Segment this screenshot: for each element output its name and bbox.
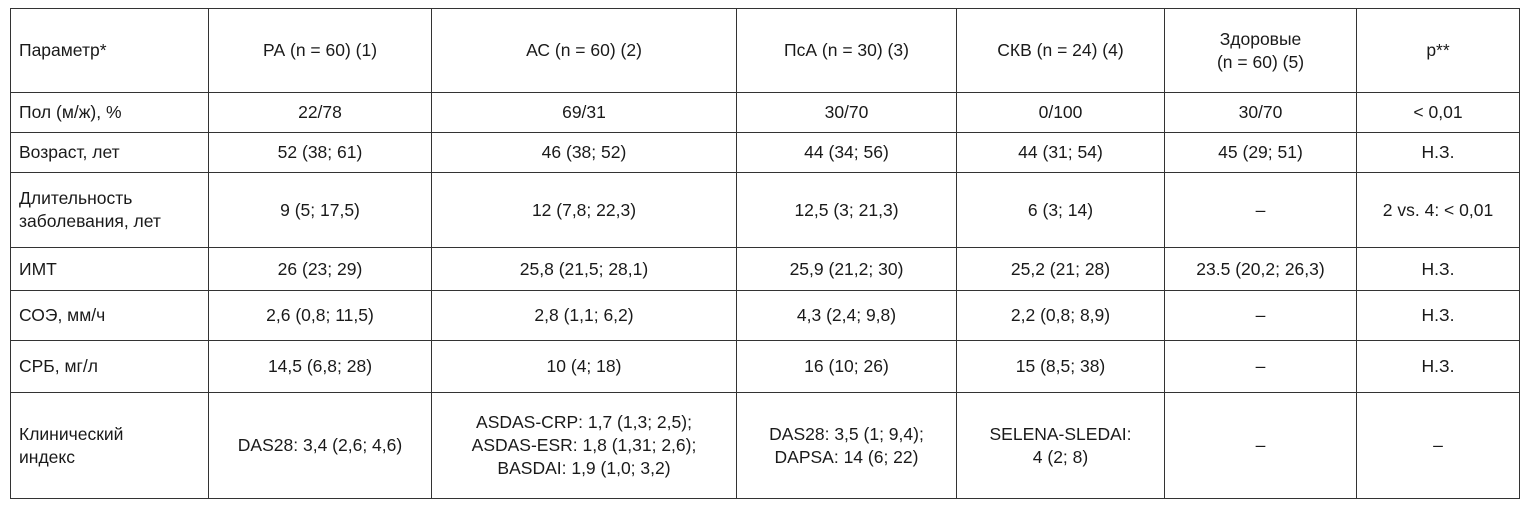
cell: 2,8 (1,1; 6,2) [431,290,737,341]
cell: Длительность заболевания, лет [10,172,209,248]
cell: Н.З. [1356,132,1520,173]
header-cell: СКВ (n = 24) (4) [956,8,1165,93]
cell: – [1164,340,1357,393]
cell: 26 (23; 29) [208,247,432,291]
cell: 2,6 (0,8; 11,5) [208,290,432,341]
cell: Н.З. [1356,340,1520,393]
cell: 2,2 (0,8; 8,9) [956,290,1165,341]
header-cell: Параметр* [10,8,209,93]
body-row: Длительность заболевания, лет 9 (5; 17,5)… [10,172,1520,248]
body-row: СОЭ, мм/ч 2,6 (0,8; 11,5) 2,8 (1,1; 6,2) 4,… [10,290,1520,341]
cell: Пол (м/ж), % [10,92,209,133]
cell: СРБ, мг/л [10,340,209,393]
body-row: СРБ, мг/л 14,5 (6,8; 28) 10 (4; 18) 16 (10;… [10,340,1520,393]
header-cell: РА (n = 60) (1) [208,8,432,93]
cell: ASDAS-CRP: 1,7 (1,3; 2,5); ASDAS-ESR: 1,… [431,392,737,499]
cell: 52 (38; 61) [208,132,432,173]
cell: 25,9 (21,2; 30) [736,247,957,291]
cell: 2 vs. 4: < 0,01 [1356,172,1520,248]
cell: 10 (4; 18) [431,340,737,393]
body-row: Возраст, лет 52 (38; 61) 46 (38; 52) 44 (34… [10,132,1520,173]
cell: 12,5 (3; 21,3) [736,172,957,248]
cell: DAS28: 3,4 (2,6; 4,6) [208,392,432,499]
cell: SELENA-SLEDAI: 4 (2; 8) [956,392,1165,499]
cell: 0/100 [956,92,1165,133]
cell: 44 (34; 56) [736,132,957,173]
cell: 6 (3; 14) [956,172,1165,248]
cell: ИМТ [10,247,209,291]
cell: – [1164,172,1357,248]
cell: 30/70 [736,92,957,133]
header-cell: ПсА (n = 30) (3) [736,8,957,93]
cell: 4,3 (2,4; 9,8) [736,290,957,341]
body-row: ИМТ 26 (23; 29) 25,8 (21,5; 28,1) 25,9 (21,… [10,247,1520,291]
cell: Н.З. [1356,290,1520,341]
cell: – [1164,290,1357,341]
cell: 25,8 (21,5; 28,1) [431,247,737,291]
cell: 30/70 [1164,92,1357,133]
header-row: Параметр* РА (n = 60) (1) АС (n = 60) (2) П… [10,8,1520,93]
cell: 69/31 [431,92,737,133]
cell: 23.5 (20,2; 26,3) [1164,247,1357,291]
header-cell: Здоровые (n = 60) (5) [1164,8,1357,93]
cell: 44 (31; 54) [956,132,1165,173]
cell: – [1356,392,1520,499]
cell: DAS28: 3,5 (1; 9,4); DAPSA: 14 (6; 22) [736,392,957,499]
cell: Возраст, лет [10,132,209,173]
cell: Клинический индекс [10,392,209,499]
cell: 14,5 (6,8; 28) [208,340,432,393]
cell: СОЭ, мм/ч [10,290,209,341]
cell: 45 (29; 51) [1164,132,1357,173]
cell: 15 (8,5; 38) [956,340,1165,393]
header-cell: АС (n = 60) (2) [431,8,737,93]
header-cell: p** [1356,8,1520,93]
cell: 16 (10; 26) [736,340,957,393]
body-row: Пол (м/ж), % 22/78 69/31 30/70 0/100 30/70 < 0… [10,92,1520,133]
body-row: Клинический индекс DAS28: 3,4 (2,6; 4,6) A… [10,392,1520,499]
cell: Н.З. [1356,247,1520,291]
data-table: Параметр* РА (n = 60) (1) АС (n = 60) (2) П… [10,8,1520,499]
cell: 9 (5; 17,5) [208,172,432,248]
cell: 46 (38; 52) [431,132,737,173]
cell: < 0,01 [1356,92,1520,133]
cell: 12 (7,8; 22,3) [431,172,737,248]
cell: 22/78 [208,92,432,133]
cell: – [1164,392,1357,499]
cell: 25,2 (21; 28) [956,247,1165,291]
